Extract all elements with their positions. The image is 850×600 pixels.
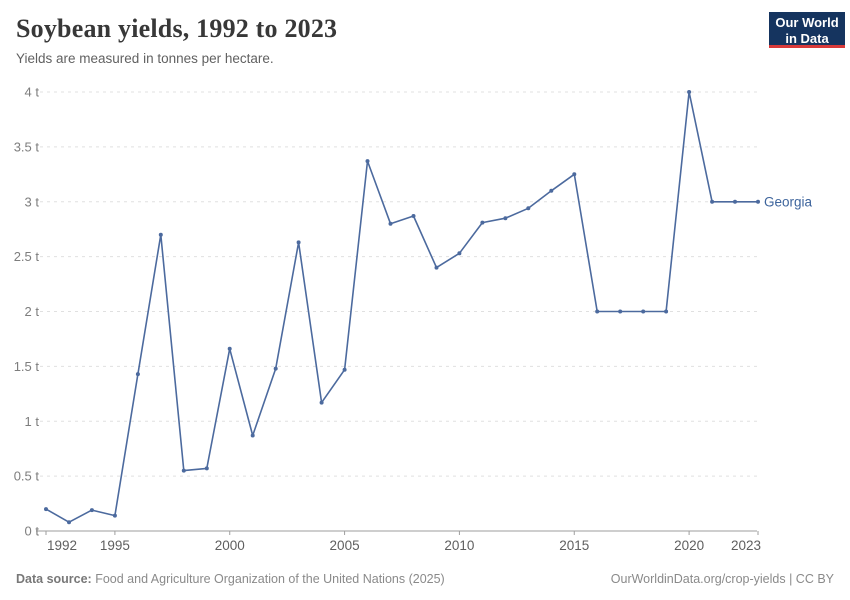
y-axis-tick-label: 3.5 t: [14, 139, 40, 154]
x-axis-tick-label: 1995: [100, 538, 130, 553]
credit-link[interactable]: OurWorldinData.org/crop-yields | CC BY: [610, 572, 834, 586]
data-point[interactable]: [342, 367, 347, 372]
data-point[interactable]: [135, 372, 140, 377]
data-point[interactable]: [158, 232, 163, 237]
data-point[interactable]: [296, 240, 301, 245]
data-point[interactable]: [664, 309, 669, 314]
data-point[interactable]: [204, 466, 209, 471]
chart-header: Soybean yields, 1992 to 2023 Yields are …: [16, 14, 760, 66]
data-point[interactable]: [733, 199, 737, 204]
data-point[interactable]: [181, 468, 186, 473]
data-point[interactable]: [687, 90, 692, 94]
data-point[interactable]: [480, 220, 485, 225]
y-axis-tick-label: 2 t: [25, 304, 40, 319]
owid-logo-line2: in Data: [785, 31, 829, 47]
data-point[interactable]: [526, 206, 531, 211]
y-axis-tick-label: 1.5 t: [14, 359, 40, 374]
owid-logo-line1: Our World: [775, 15, 839, 30]
x-axis-tick-label: 2000: [215, 538, 245, 553]
data-point[interactable]: [457, 251, 462, 256]
data-point[interactable]: [365, 159, 370, 164]
chart-subtitle: Yields are measured in tonnes per hectar…: [16, 51, 274, 66]
y-axis-tick-label: 1 t: [25, 414, 40, 429]
data-point[interactable]: [595, 309, 600, 314]
owid-logo: Our World in Data: [769, 12, 845, 48]
series-line-georgia[interactable]: [45, 91, 759, 524]
line-chart-svg[interactable]: 0 t 0.5 t 1 t 1.5 t 2 t 2.5 t 3 t 3.5 t 4 t 1992 1…: [0, 70, 850, 560]
y-axis-tick-label: 0.5 t: [14, 469, 40, 484]
data-point[interactable]: [618, 309, 623, 314]
x-axis-tick-label: 1992: [47, 538, 77, 553]
data-point[interactable]: [549, 188, 554, 193]
x-axis-tick-label: 2015: [559, 538, 589, 553]
page-title: Soybean yields, 1992 to 2023: [16, 14, 338, 43]
data-point[interactable]: [710, 199, 715, 204]
y-axis-tick-label: 3 t: [25, 194, 40, 209]
data-source-text: Food and Agriculture Organization of the…: [91, 572, 445, 586]
data-point[interactable]: [503, 216, 508, 221]
data-point[interactable]: [434, 265, 439, 270]
x-axis-tick-label: 2010: [444, 538, 474, 553]
data-point[interactable]: [411, 214, 416, 218]
data-point[interactable]: [44, 507, 48, 512]
data-point[interactable]: [112, 513, 117, 518]
data-source-label: Data source:: [16, 572, 92, 586]
y-axis-tick-label: 4 t: [25, 85, 40, 100]
data-point[interactable]: [572, 172, 577, 177]
data-point[interactable]: [273, 366, 278, 371]
data-point[interactable]: [227, 346, 232, 351]
data-source-note: Data source: Food and Agriculture Organi…: [16, 572, 445, 586]
data-point[interactable]: [388, 221, 393, 226]
x-axis-tick-label: 2023: [731, 538, 761, 553]
y-axis-tick-label: 2.5 t: [14, 249, 40, 264]
data-point[interactable]: [67, 520, 71, 525]
x-axis-tick-label: 2020: [674, 538, 704, 553]
data-point[interactable]: [756, 199, 760, 204]
line-chart[interactable]: 0 t 0.5 t 1 t 1.5 t 2 t 2.5 t 3 t 3.5 t 4 t 1992 1…: [0, 70, 850, 560]
chart-footer: Data source: Food and Agriculture Organi…: [16, 572, 834, 586]
y-axis-tick-label: 0 t: [25, 524, 40, 539]
data-point[interactable]: [250, 433, 255, 438]
series-label-georgia[interactable]: Georgia: [764, 194, 813, 209]
data-point[interactable]: [89, 508, 94, 513]
data-point[interactable]: [641, 309, 646, 314]
data-point[interactable]: [319, 400, 324, 405]
x-axis-tick-label: 2005: [330, 538, 360, 553]
